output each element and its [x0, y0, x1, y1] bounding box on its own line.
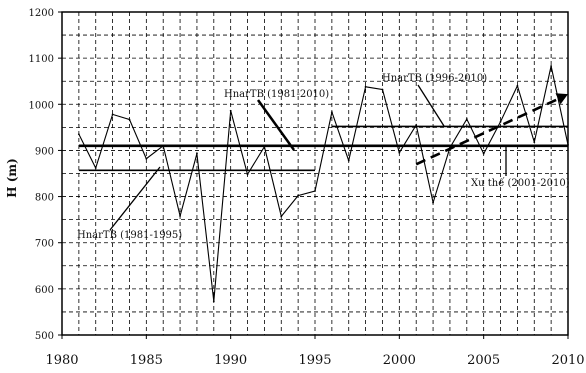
data-point	[415, 124, 418, 126]
trend-line-path	[415, 96, 561, 166]
y-tick-label: 1100	[29, 54, 54, 65]
y-tick-label: 900	[35, 146, 54, 157]
data-point	[499, 120, 502, 123]
data-point	[398, 151, 401, 154]
y-axis: 500 600 700 800 900 1000 1100 1200	[29, 8, 62, 342]
data-point	[297, 194, 300, 197]
y-tick-label: 1000	[29, 100, 54, 111]
annotation-mean-first: HnarTB (1981-1995)	[77, 166, 182, 241]
data-point	[280, 215, 283, 218]
annotation-mean-second-label: HnarTB (1996-2010)	[382, 73, 487, 84]
y-tick-label: 600	[35, 285, 54, 296]
data-point	[94, 167, 97, 169]
data-point	[314, 190, 316, 192]
x-tick-label: 2000	[383, 353, 416, 368]
data-point	[196, 152, 198, 155]
annotation-trend: Xu thế (2001-2010)	[471, 146, 570, 189]
data-point	[449, 146, 451, 149]
data-point	[111, 113, 114, 116]
annotation-mean-first-label: HnarTB (1981-1995)	[77, 230, 182, 241]
x-tick-label: 2010	[551, 353, 584, 368]
annotation-mean-all-leader	[256, 99, 296, 151]
annotation-mean-first-leader	[109, 166, 161, 231]
mean-lines	[78, 125, 568, 172]
annotation-mean-all-label: HnarTB (1981-2010)	[224, 89, 329, 100]
trend-arrowhead	[555, 93, 568, 105]
x-axis: 1980 1985 1990 1995 2000 2005 2010	[45, 335, 585, 368]
x-tick-label: 1980	[45, 353, 78, 368]
y-tick-label: 700	[35, 239, 54, 250]
data-point	[516, 84, 519, 87]
x-tick-label: 2005	[467, 353, 500, 368]
data-point	[77, 133, 80, 136]
data-series	[77, 65, 569, 303]
data-point	[550, 65, 553, 67]
annotation-mean-second: HnarTB (1996-2010)	[382, 73, 487, 127]
data-point	[432, 201, 434, 204]
trend-line	[415, 93, 568, 166]
data-point	[533, 141, 536, 144]
data-point	[229, 109, 232, 112]
data-point	[347, 159, 350, 162]
data-point	[465, 118, 468, 120]
data-point	[246, 173, 249, 176]
annotation-mean-all: HnarTB (1981-2010)	[224, 89, 329, 151]
data-point	[381, 88, 384, 91]
y-tick-label: 500	[35, 331, 54, 342]
data-point	[567, 143, 569, 146]
series-line	[78, 65, 569, 302]
data-point	[263, 145, 266, 148]
annotation-mean-second-leader	[417, 84, 445, 127]
x-tick-label: 1995	[298, 353, 331, 368]
data-point	[330, 111, 333, 114]
y-tick-label: 1200	[29, 8, 54, 19]
data-point	[128, 118, 131, 121]
data-point	[145, 157, 148, 160]
x-tick-label: 1985	[130, 353, 163, 368]
data-point	[162, 144, 165, 147]
grid	[62, 12, 568, 335]
y-axis-label: H (m)	[5, 158, 19, 198]
data-point	[364, 85, 367, 88]
data-point	[212, 300, 215, 303]
data-point	[482, 152, 485, 155]
data-point	[179, 215, 181, 217]
y-tick-label: 800	[35, 193, 54, 204]
annotation-trend-label: Xu thế (2001-2010)	[471, 178, 570, 189]
x-tick-label: 1990	[214, 353, 247, 368]
